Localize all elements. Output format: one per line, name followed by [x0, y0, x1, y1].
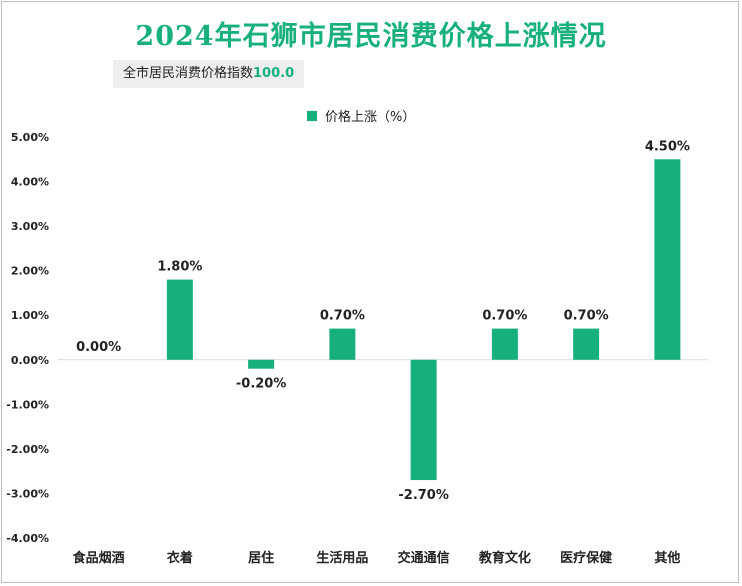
category-label: 其他: [654, 550, 680, 566]
legend-label: 价格上涨（%）: [325, 110, 416, 125]
category-label: 教育文化: [478, 550, 531, 566]
bar: [329, 328, 356, 360]
bar: [573, 328, 600, 360]
data-label: 0.70%: [482, 309, 527, 324]
legend: 价格上涨（%）: [307, 106, 415, 125]
y-tick-label: 2.00%: [11, 265, 49, 278]
category-label: 生活用品: [316, 550, 368, 566]
category-label: 食品烟酒: [73, 550, 125, 566]
y-tick-label: 1.00%: [11, 309, 49, 322]
data-label: 4.50%: [645, 139, 690, 154]
y-tick-label: -4.00%: [6, 532, 49, 545]
y-tick-label: 4.00%: [11, 176, 49, 189]
data-label: 0.70%: [320, 309, 365, 324]
bar: [166, 279, 193, 360]
data-label: 0.00%: [76, 340, 121, 355]
subtitle-value: 100.0: [253, 66, 295, 81]
data-label: 1.80%: [157, 260, 202, 275]
bar: [491, 328, 518, 360]
subtitle-box: 全市居民消费价格指数100.0: [113, 60, 305, 88]
y-tick-label: -2.00%: [6, 443, 49, 456]
y-tick-label: 3.00%: [11, 220, 49, 233]
chart-title: 2024年石狮市居民消费价格上涨情况: [135, 21, 607, 52]
data-label: -0.20%: [236, 377, 287, 392]
bar: [248, 359, 275, 369]
data-label: -2.70%: [398, 488, 449, 503]
y-tick-label: 0.00%: [11, 354, 49, 367]
y-tick-label: -1.00%: [6, 398, 49, 411]
y-tick-label: 5.00%: [11, 131, 49, 144]
data-label: 0.70%: [564, 309, 609, 324]
category-label: 交通通信: [398, 550, 450, 566]
category-label: 衣着: [167, 550, 193, 566]
bar: [654, 159, 681, 360]
category-label: 居住: [248, 550, 274, 566]
subtitle-label: 全市居民消费价格指数: [123, 66, 254, 81]
legend-swatch: [307, 110, 317, 121]
y-tick-label: -3.00%: [6, 487, 49, 500]
bar: [410, 359, 437, 481]
category-label: 医疗保健: [560, 550, 612, 566]
